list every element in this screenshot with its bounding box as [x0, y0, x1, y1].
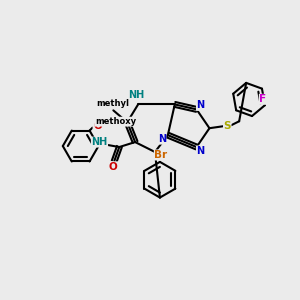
Text: NH: NH [91, 137, 108, 147]
Text: N: N [196, 100, 205, 110]
Text: S: S [224, 121, 231, 131]
Text: methoxy: methoxy [95, 117, 136, 126]
Text: NH: NH [128, 89, 144, 100]
Text: N: N [196, 146, 205, 156]
Text: N: N [158, 134, 166, 144]
Text: F: F [260, 94, 266, 104]
Text: methyl: methyl [96, 99, 129, 108]
Text: O: O [109, 162, 118, 172]
Text: O: O [93, 121, 102, 130]
Text: Br: Br [154, 150, 167, 160]
